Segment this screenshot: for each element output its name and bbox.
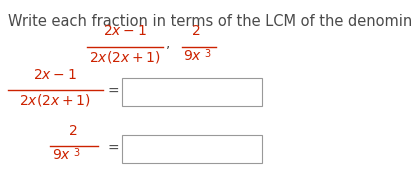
Text: $3$: $3$ [204, 47, 211, 59]
Text: ,: , [166, 36, 170, 50]
Text: $3$: $3$ [73, 146, 80, 158]
Text: Write each fraction in terms of the LCM of the denominators.: Write each fraction in terms of the LCM … [8, 14, 413, 29]
Bar [122, 78, 261, 106]
Text: $2x-1$: $2x-1$ [103, 24, 147, 38]
Text: $2$: $2$ [191, 24, 200, 38]
Text: $2x(2x+1)$: $2x(2x+1)$ [89, 49, 160, 65]
Text: $2x-1$: $2x-1$ [33, 68, 77, 82]
Text: $=$: $=$ [104, 140, 119, 154]
Text: $2x(2x+1)$: $2x(2x+1)$ [19, 92, 90, 108]
Text: $=$: $=$ [104, 83, 119, 97]
Bar [122, 135, 261, 163]
Text: $9x$: $9x$ [52, 148, 71, 162]
Text: $2$: $2$ [68, 124, 78, 138]
Text: $9x$: $9x$ [183, 49, 202, 63]
